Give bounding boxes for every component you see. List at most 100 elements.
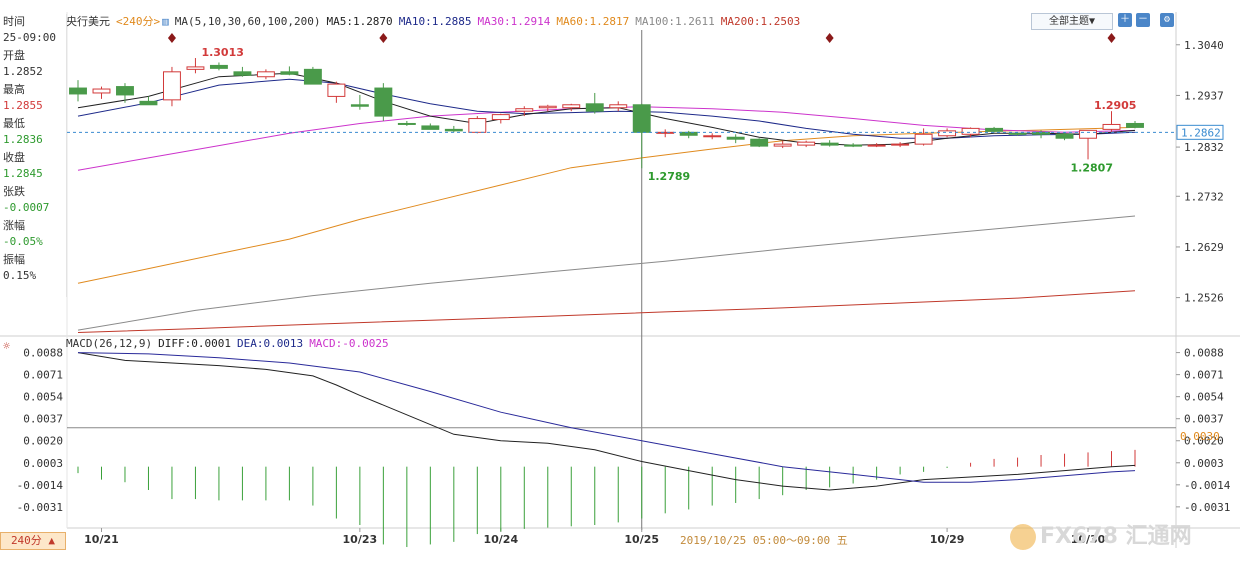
candle-body [1126,122,1144,128]
macd-left-tick-label: 0.0037 [23,413,63,426]
theme-dropdown[interactable]: 全部主题▼ [1031,13,1113,30]
dea-value: DEA:0.0013 [236,337,304,350]
pct-label: 涨幅 [3,219,25,232]
zoom-in-icon[interactable]: ＋ [1118,13,1132,27]
macd-left-tick-label: 0.0020 [23,435,63,448]
candle-body [679,131,698,136]
zoom-out-icon[interactable]: － [1136,13,1150,27]
candle-body [468,118,487,133]
amp-label: 振幅 [3,253,25,266]
quote-info-panel: 时间 25-09:00 开盘 1.2852 最高 1.2855 最低 1.283… [0,14,67,297]
dea-line [77,352,1136,483]
macd-value: MACD:-0.0025 [309,337,389,350]
candle-body [891,143,910,146]
macd-reference-label: 0.0030 [1180,430,1220,443]
time-axis-label: 10/21 [84,533,119,546]
high-value: 1.2855 [3,99,43,112]
price-tick-label: 1.2832 [1184,141,1224,154]
candle-body [844,144,863,147]
ma10-value: MA10:1.2885 [398,15,472,28]
watermark: FX678 汇通网 [1010,518,1192,550]
price-tick-label: 1.3040 [1184,39,1224,52]
current-price-label: 1.2862 [1181,126,1221,139]
macd-tick-label: 0.0020 [1184,435,1224,448]
macd-left-tick-label: -0.0014 [17,479,64,492]
candle-body [421,125,440,130]
macd-tick-label: 0.0003 [1184,457,1224,470]
candle-body [632,104,651,133]
amp-value: 0.15% [3,269,37,282]
price-tick-label: 1.2732 [1184,190,1224,203]
event-marker-icon [1107,33,1116,43]
settings-icon[interactable]: ⚙ [1160,13,1174,27]
diff-value: DIFF:0.0001 [158,337,231,350]
ma-legend: 央行美元 <240分> ▥ MA(5,10,30,60,100,200) MA5:1.2… [66,13,806,29]
macd-tick-label: 0.0071 [1184,369,1224,382]
candle-body [1055,133,1074,139]
candle-body [397,122,416,125]
candle-body [1102,123,1121,130]
candle-body [1008,132,1027,135]
candle-body [773,143,792,147]
extreme-price-label: 1.2789 [648,170,690,183]
extreme-price-label: 1.2905 [1094,99,1136,112]
macd-left-tick-label: 0.0088 [23,347,63,360]
event-marker-icon [825,33,834,43]
time-value: 25-09:00 [3,31,56,44]
fx678-logo-icon [1010,524,1036,550]
period-selector[interactable]: 240分 ▲ [0,532,66,550]
macd-tick-label: 0.0054 [1184,391,1224,404]
candle-body [961,127,980,135]
extreme-price-label: 1.2807 [1071,161,1113,174]
candle-body [139,100,158,106]
candle-body [186,66,205,70]
candle-body [327,83,346,97]
candle-body [515,108,534,112]
open-value: 1.2852 [3,65,43,78]
ma200-value: MA200:1.2503 [720,15,801,28]
macd-settings-icon[interactable]: ☼ [3,339,11,353]
macd-tick-label: 0.0037 [1184,413,1224,426]
period-tag: <240分> [116,15,161,28]
candle-body [867,144,886,147]
open-label: 开盘 [3,49,25,62]
price-tick-label: 1.2526 [1184,292,1224,305]
time-axis-label: 10/29 [930,533,965,546]
candle-body [538,105,557,109]
chart-icon[interactable]: ▥ [162,15,169,28]
candle-body [444,128,463,132]
time-axis-label: 10/23 [343,533,378,546]
instrument-name: 央行美元 [66,15,110,28]
price-tick-label: 1.2937 [1184,89,1224,102]
close-label: 收盘 [3,151,25,164]
candle-body [1079,129,1097,139]
change-value: -0.0007 [3,201,50,214]
candle-body [703,135,722,138]
candle-body [562,104,581,109]
candle-body [750,138,769,147]
macd-tick-label: -0.0014 [1184,479,1231,492]
ma60-line [77,126,1136,284]
macd-prefix: MACD(26,12,9) [66,337,153,350]
candle-body [350,104,369,107]
ma5-value: MA5:1.2870 [326,15,393,28]
event-marker-icon [379,33,388,43]
candle-body [656,131,675,134]
candle-body [914,133,933,145]
pct-value: -0.05% [3,235,43,248]
candle-body [491,114,510,121]
candle-body [256,71,275,78]
candle-body [985,127,1004,132]
high-label: 最高 [3,83,25,96]
price-tick-label: 1.2629 [1184,241,1224,254]
candle-body [726,136,745,140]
time-label: 时间 [3,15,25,28]
macd-legend: MACD(26,12,9) DIFF:0.0001 DEA:0.0013 MACD:-… [66,337,395,350]
event-marker-icon [167,33,176,43]
time-axis-label: 10/30 [1071,533,1106,546]
ma60-value: MA60:1.2817 [556,15,630,28]
ma100-line [77,215,1136,331]
ma200-line [77,290,1136,333]
macd-left-tick-label: -0.0031 [17,501,63,514]
